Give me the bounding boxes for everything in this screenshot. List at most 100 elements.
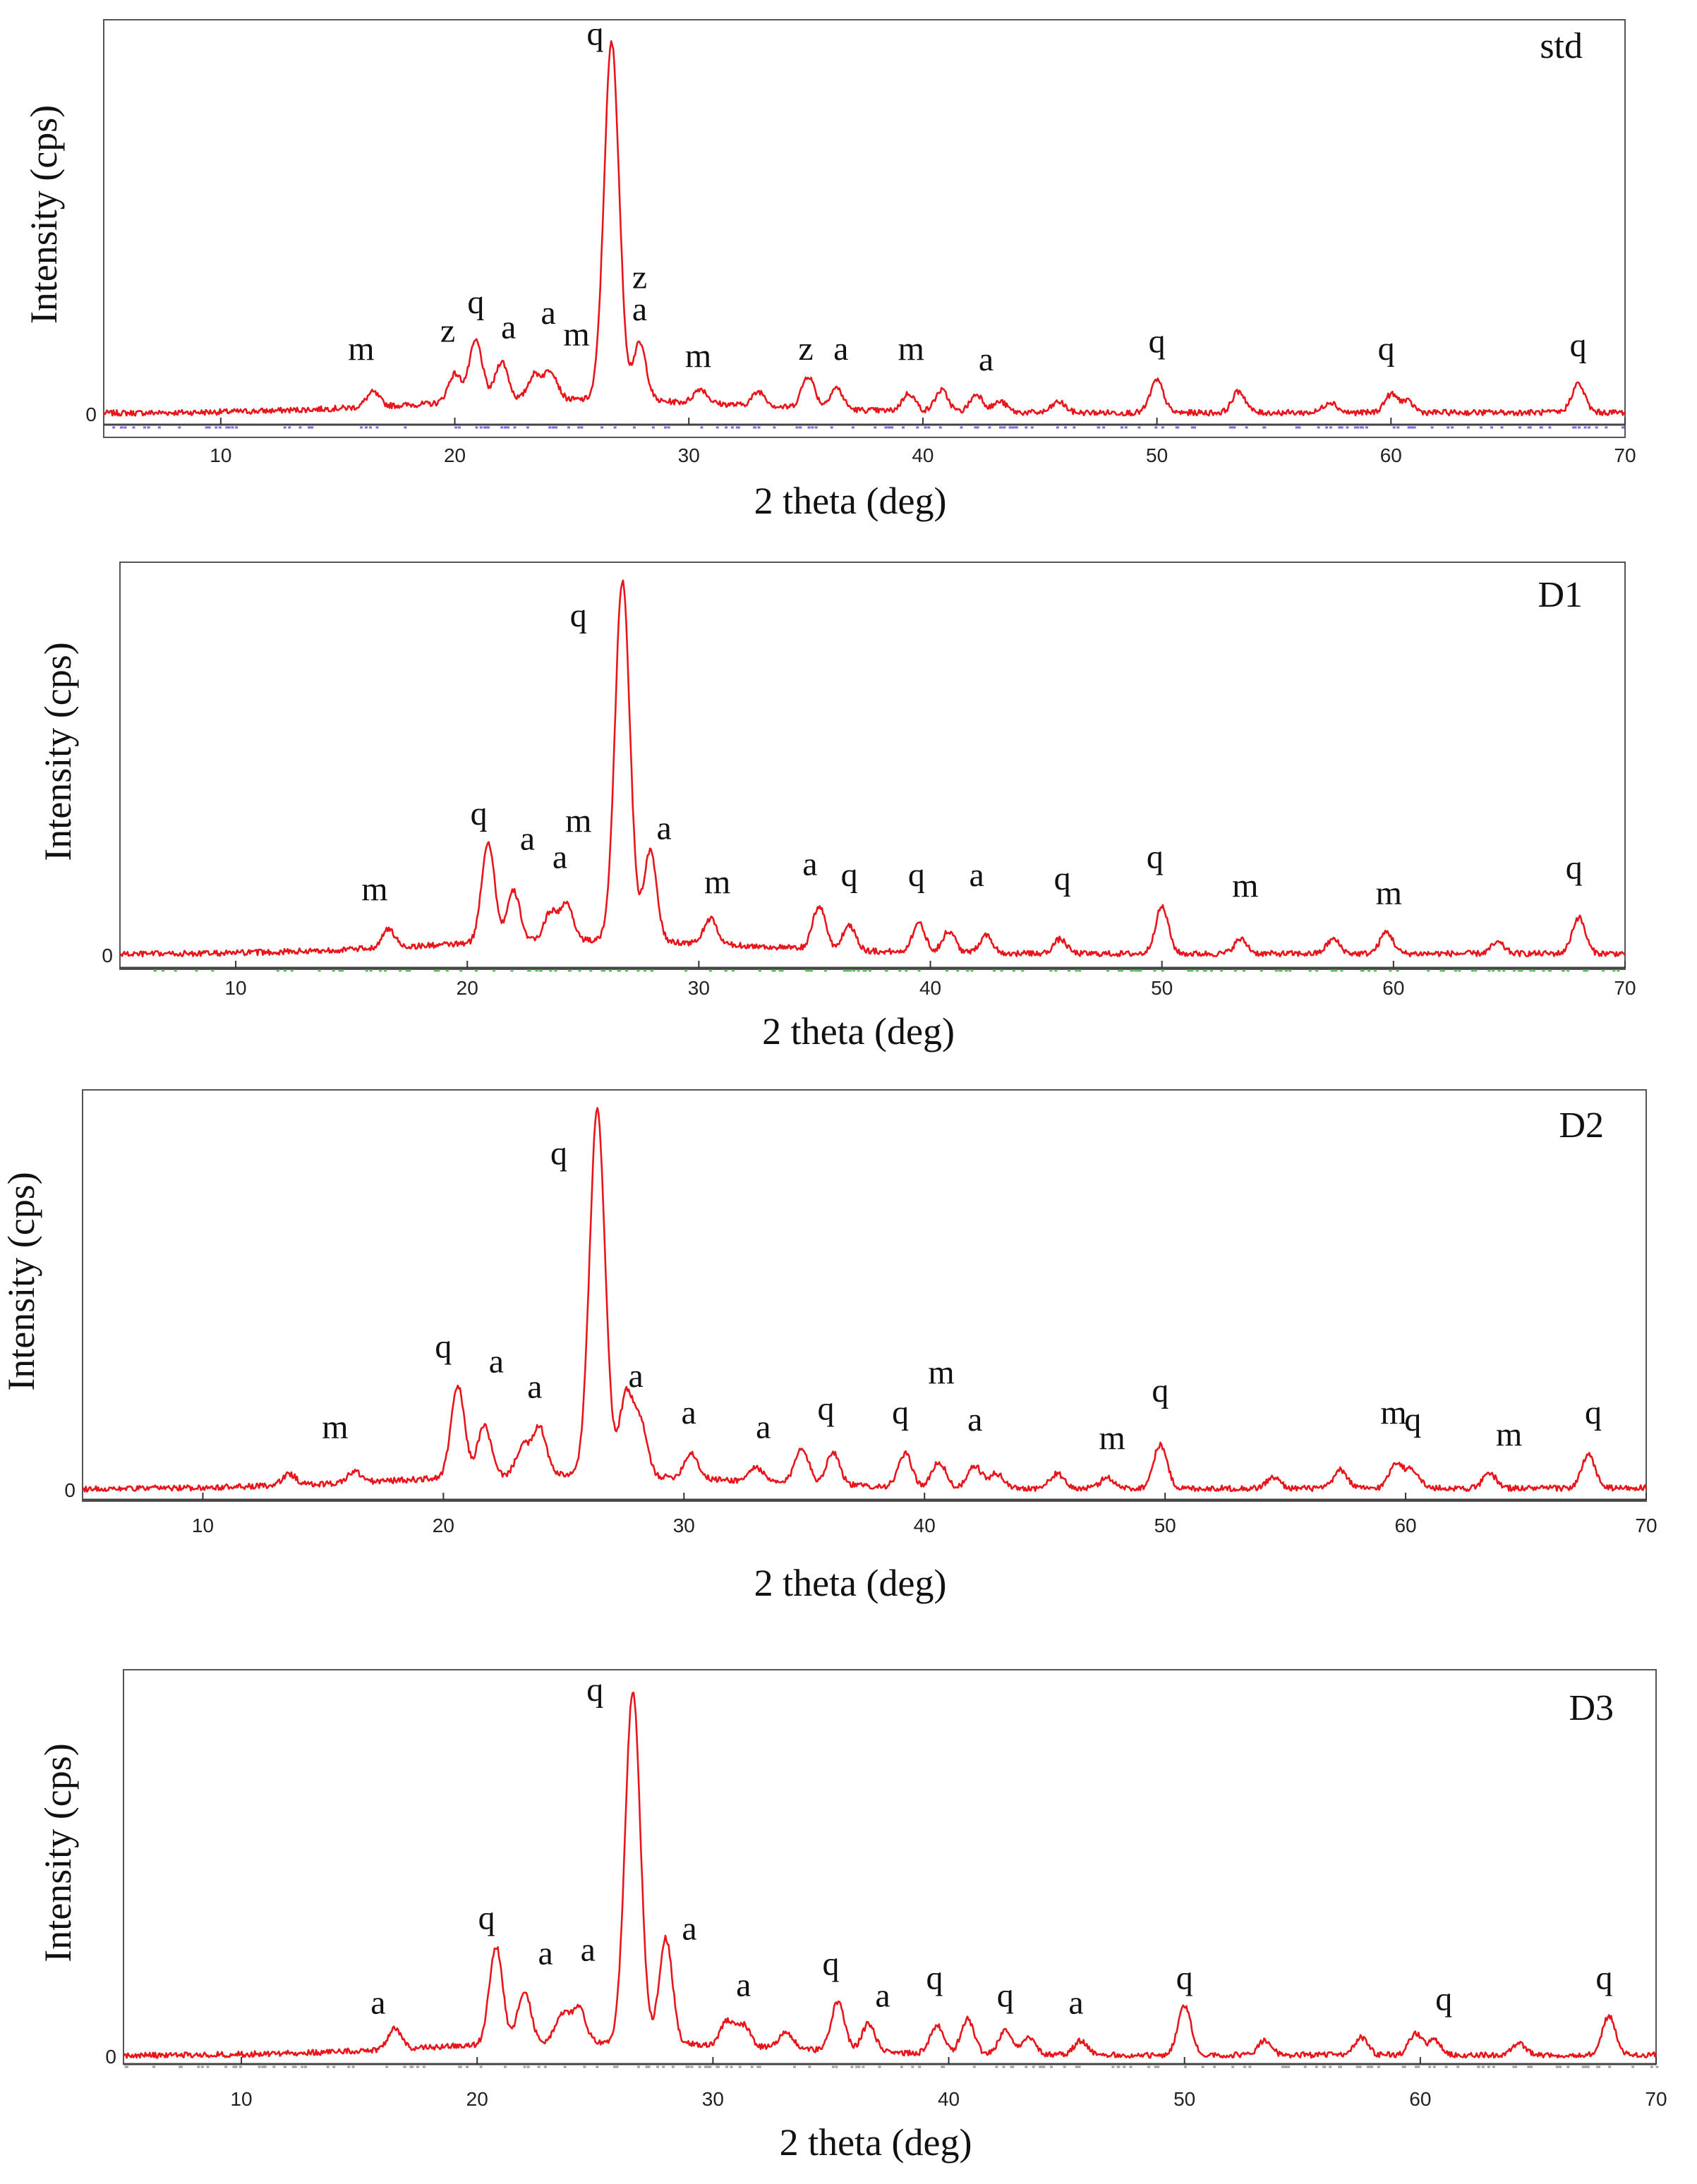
- peak-label-q: q: [435, 1328, 452, 1366]
- sample-label: D3: [1569, 1688, 1614, 1728]
- xrd-panel-std: 10 20 30 40 50 60 70 0 2 theta (deg) Intensity (c…: [23, 16, 1636, 522]
- x-tick-label: 10: [230, 2088, 252, 2110]
- peak-label-a: a: [370, 1984, 385, 2021]
- x-tick-label: 30: [678, 444, 700, 466]
- y-axis-label: Intensity (cps): [37, 642, 79, 861]
- peak-label-q: q: [1435, 1980, 1452, 2018]
- x-axis-label: 2 theta (deg): [754, 1562, 947, 1604]
- peak-label-a: a: [833, 330, 848, 368]
- sample-label: D1: [1538, 575, 1583, 615]
- peak-label-a: a: [501, 308, 516, 346]
- y-tick-label: 0: [64, 1479, 76, 1501]
- peak-label-q: q: [570, 597, 587, 634]
- peak-label-m: m: [1380, 1394, 1406, 1431]
- x-axis-label: 2 theta (deg): [754, 480, 947, 522]
- sample-label: std: [1540, 26, 1583, 66]
- x-tick-label: 70: [1635, 1515, 1657, 1536]
- peak-label-q: q: [1147, 838, 1164, 875]
- y-tick-label: 0: [85, 404, 97, 425]
- peak-label-m: m: [565, 802, 591, 839]
- y-axis-label: Intensity (cps): [0, 1172, 42, 1390]
- peak-label-z: z: [798, 330, 813, 368]
- x-axis-label: 2 theta (deg): [780, 2121, 972, 2164]
- x-axis-label: 2 theta (deg): [762, 1010, 955, 1052]
- peak-label-q: q: [908, 856, 925, 894]
- peak-label-a: a: [967, 1401, 982, 1438]
- plot-frame: [103, 19, 1626, 438]
- peak-label-a: a: [756, 1408, 771, 1445]
- peak-label-q: q: [997, 1977, 1014, 2014]
- peak-label-m: m: [685, 337, 711, 375]
- x-tick-label: 60: [1394, 1515, 1416, 1536]
- peak-label-a: a: [538, 1935, 552, 1972]
- peak-label-q: q: [478, 1900, 495, 1937]
- peak-label-z: z: [632, 258, 647, 296]
- y-tick-label: 0: [105, 2046, 116, 2068]
- x-tick-label: 20: [444, 444, 466, 466]
- peak-label-a: a: [979, 341, 994, 378]
- xrd-panel-d3: 10 20 30 40 50 60 70 0 2 theta (deg) Intensity (c…: [37, 1669, 1667, 2164]
- x-tick-label: 50: [1154, 1515, 1176, 1536]
- x-tick-label: 40: [912, 444, 934, 466]
- xrd-trace: [122, 1692, 1657, 2059]
- peak-label-a: a: [489, 1342, 504, 1380]
- xrd-panel-d2: 10 20 30 40 50 60 70 0 2 theta (deg) Intensity (c…: [0, 1089, 1657, 1604]
- peak-label-m: m: [1232, 867, 1258, 904]
- peak-label-m: m: [1496, 1416, 1522, 1453]
- peak-label-q: q: [471, 795, 488, 832]
- peak-label-q: q: [1176, 1959, 1193, 1996]
- x-tick-label: 20: [457, 977, 478, 999]
- peak-label-m: m: [704, 863, 730, 901]
- peak-label-a: a: [681, 1394, 696, 1431]
- x-tick-label: 50: [1173, 2088, 1195, 2110]
- peak-label-a: a: [552, 838, 567, 875]
- xrd-trace: [102, 40, 1626, 417]
- y-axis-label: Intensity (cps): [23, 105, 65, 324]
- peak-label-q: q: [1378, 330, 1395, 368]
- peak-label-z: z: [440, 313, 455, 350]
- peak-label-m: m: [1376, 874, 1402, 911]
- peak-label-a: a: [657, 809, 672, 847]
- peak-label-q: q: [1404, 1401, 1421, 1438]
- peak-label-q: q: [1566, 849, 1583, 887]
- peak-label-m: m: [898, 330, 924, 368]
- x-tick-label: 10: [192, 1515, 214, 1536]
- x-tick-label: 40: [938, 2088, 960, 2110]
- peak-label-q: q: [587, 16, 604, 53]
- peak-label-a: a: [628, 1357, 643, 1395]
- x-tick-label: 60: [1380, 444, 1402, 466]
- peak-label-q: q: [1149, 323, 1166, 360]
- plot-frame: [82, 1089, 1647, 1502]
- plot-frame: [119, 562, 1626, 970]
- peak-label-a: a: [581, 1931, 596, 1969]
- xrd-panel-d1: 10 20 30 40 50 60 70 0 2 theta (deg) Intensity (c…: [37, 562, 1636, 1052]
- x-tick-label: 70: [1614, 977, 1636, 999]
- peak-label-q: q: [1570, 327, 1587, 364]
- peak-label-a: a: [682, 1910, 696, 1948]
- peak-label-q: q: [841, 856, 858, 894]
- x-tick-label: 50: [1146, 444, 1168, 466]
- peak-label-a: a: [875, 1977, 890, 2014]
- peak-label-q: q: [1585, 1394, 1602, 1431]
- peak-label-q: q: [467, 284, 484, 321]
- peak-label-a: a: [527, 1369, 542, 1406]
- peak-label-q: q: [1595, 1959, 1612, 1996]
- y-axis-label: Intensity (cps): [37, 1743, 79, 1962]
- x-tick-label: 30: [702, 2088, 724, 2110]
- x-tick-label: 60: [1382, 977, 1404, 999]
- peak-label-q: q: [550, 1135, 567, 1172]
- x-tick-label: 10: [210, 444, 231, 466]
- x-tick-label: 10: [224, 977, 246, 999]
- peak-label-q: q: [586, 1671, 603, 1709]
- x-tick-label: 40: [919, 977, 941, 999]
- x-tick-label: 60: [1409, 2088, 1431, 2110]
- x-tick-label: 30: [688, 977, 710, 999]
- sample-label: D2: [1559, 1105, 1604, 1146]
- x-tick-label: 70: [1614, 444, 1636, 466]
- peak-label-a: a: [520, 820, 535, 858]
- x-tick-label: 40: [914, 1515, 936, 1536]
- peak-label-q: q: [822, 1945, 839, 1982]
- peak-label-a: a: [736, 1966, 751, 2003]
- xrd-trace: [119, 579, 1626, 958]
